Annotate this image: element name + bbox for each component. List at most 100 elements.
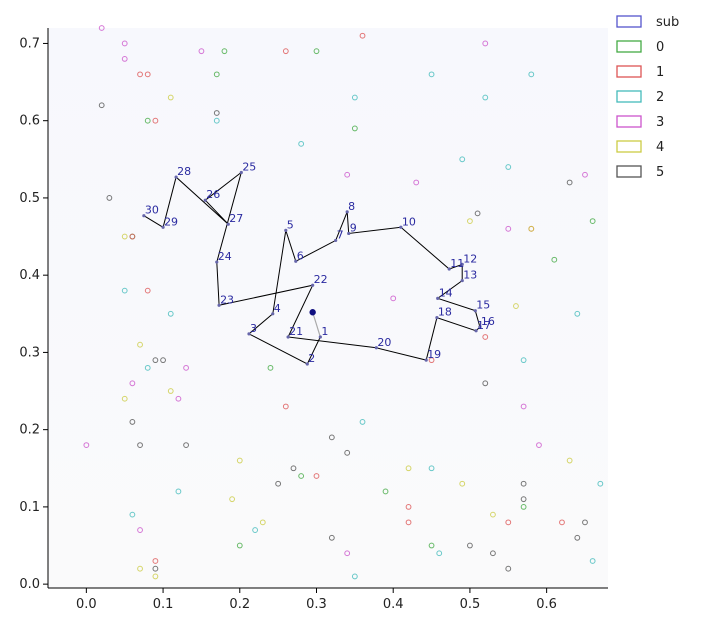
scatter-point <box>213 117 220 124</box>
y-tick-label: 0.2 <box>19 423 40 438</box>
scatter-point <box>467 218 473 225</box>
trajectory-point <box>374 346 378 350</box>
trajectory-point <box>286 335 290 339</box>
scatter-point <box>167 310 174 317</box>
legend-item-5[interactable]: 5 <box>616 165 664 180</box>
trajectory-point <box>161 225 165 229</box>
legend-label: 2 <box>656 90 664 105</box>
scatter-point <box>328 534 335 541</box>
path-point-label: 11 <box>450 257 464 270</box>
trajectory-point <box>318 335 322 339</box>
scatter-point <box>520 496 527 503</box>
scatter-point <box>528 225 535 232</box>
trajectory-point <box>474 329 478 333</box>
scatter-point <box>351 125 358 132</box>
scatter-point <box>520 357 527 364</box>
trajectory-point <box>271 312 275 316</box>
trajectory-point <box>334 238 338 243</box>
trajectory-point <box>460 262 464 266</box>
trajectory-point <box>311 283 315 287</box>
legend-swatch <box>616 65 642 78</box>
scatter-point <box>252 527 259 533</box>
path-point-label: 15 <box>476 299 490 312</box>
legend-swatch <box>616 140 642 153</box>
y-tick-label: 0.1 <box>19 500 40 515</box>
trajectory-point <box>142 214 146 218</box>
legend-item-4[interactable]: 4 <box>616 140 664 155</box>
scatter-point <box>513 303 519 309</box>
scatter-point <box>129 419 136 425</box>
y-tick-label: 0.7 <box>19 36 40 51</box>
scatter-point <box>183 364 189 371</box>
path-point-label: 16 <box>481 315 495 328</box>
scatter-point <box>589 558 596 564</box>
legend-item-3[interactable]: 3 <box>616 115 664 130</box>
scatter-point <box>144 364 151 371</box>
scatter-point <box>167 94 174 101</box>
path-point-label: 26 <box>206 188 220 201</box>
legend-item-0[interactable]: 0 <box>616 40 664 55</box>
scatter-point <box>183 442 189 449</box>
plot-background <box>48 28 608 588</box>
scatter-point <box>505 565 512 572</box>
path-point-label: 8 <box>348 200 355 213</box>
scatter-point <box>298 140 305 147</box>
scatter-point <box>520 480 527 487</box>
path-point-label: 14 <box>439 286 453 299</box>
legend-item-1[interactable]: 1 <box>616 65 664 80</box>
scatter-point <box>428 542 435 549</box>
scatter-point <box>137 341 143 348</box>
scatter-point <box>328 434 335 441</box>
legend-label: 5 <box>656 165 664 180</box>
scatter-point <box>490 511 496 518</box>
trajectory-point <box>436 296 440 300</box>
legend-swatch <box>616 90 642 103</box>
legend: sub 0 1 2 3 4 5 <box>616 15 679 180</box>
path-point-label: 22 <box>314 273 328 286</box>
scatter-point <box>121 40 128 47</box>
trajectory-point <box>247 332 251 336</box>
legend-swatch <box>616 15 642 28</box>
trajectory-point <box>294 259 298 263</box>
x-tick-label: 0.6 <box>536 597 557 612</box>
legend-item-2[interactable]: 2 <box>616 90 664 105</box>
scatter-point <box>160 357 166 364</box>
trajectory-point <box>174 175 178 179</box>
scatter-point <box>566 179 573 186</box>
scatter-point <box>505 225 512 232</box>
scatter-point <box>313 473 320 479</box>
scatter-point <box>144 287 151 294</box>
scatter-point <box>298 473 305 479</box>
trajectory-point <box>345 210 349 214</box>
x-tick-label: 0.4 <box>383 597 404 612</box>
scatter-point <box>482 380 489 387</box>
scatter-point <box>213 110 220 116</box>
scatter-point <box>221 48 228 55</box>
x-tick-label: 0.5 <box>460 597 481 612</box>
scatter-point <box>129 380 136 387</box>
scatter-point <box>482 334 489 340</box>
scatter-point <box>359 419 366 425</box>
scatter-point <box>259 519 266 526</box>
path-point-label: 19 <box>427 348 441 361</box>
scatter-point <box>282 403 289 410</box>
path-point-label: 25 <box>242 160 256 173</box>
scatter-group-4 <box>121 94 573 580</box>
scatter-point <box>152 573 159 580</box>
scatter-point <box>405 465 412 472</box>
scatter-point <box>559 519 565 526</box>
scatter-point <box>344 171 351 178</box>
legend-item-sub[interactable]: sub <box>616 15 679 30</box>
scatter-point <box>467 542 473 549</box>
scatter-point <box>152 565 159 572</box>
path-point-label: 30 <box>145 204 159 217</box>
scatter-point <box>405 519 412 526</box>
scatter-point <box>137 71 143 78</box>
scatter-group-0 <box>129 48 596 549</box>
scatter-point <box>405 503 412 510</box>
scatter-point <box>482 94 489 101</box>
trajectory-point <box>478 325 482 329</box>
scatter-point <box>275 480 282 487</box>
scatter-point <box>83 442 90 449</box>
